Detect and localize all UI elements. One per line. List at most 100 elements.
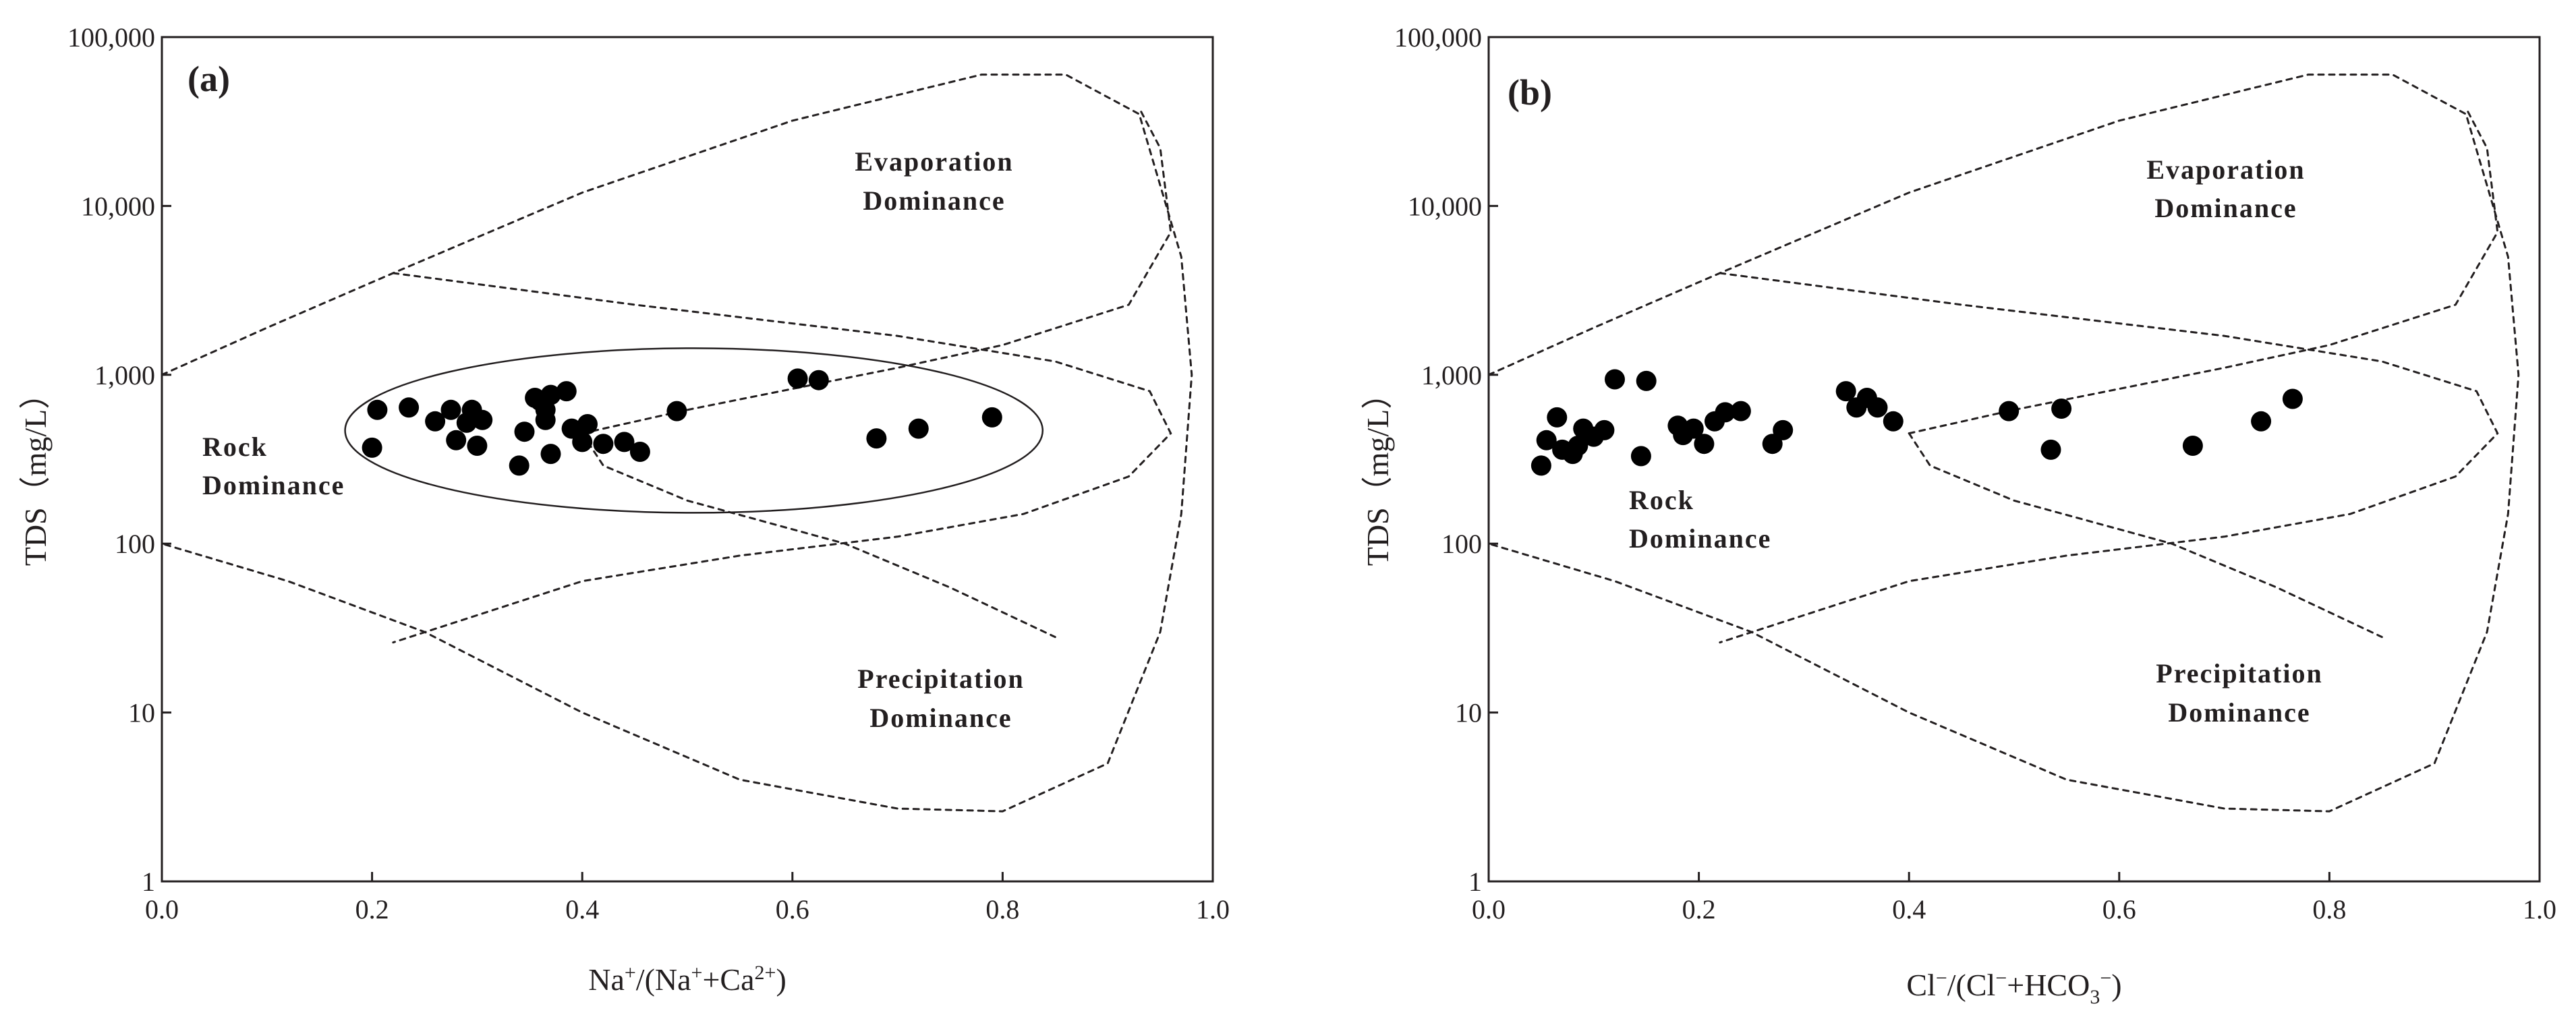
data-point (1530, 455, 1551, 476)
y-tick-label: 1,000 (94, 360, 155, 390)
data-point (1883, 411, 1904, 432)
rock-label-a: Rock (202, 432, 268, 462)
boundary-curve (581, 432, 1056, 639)
data-points-a (362, 368, 1002, 476)
rock-dominance-label-a: Dominance (202, 470, 345, 500)
data-point (1762, 434, 1783, 455)
data-point (866, 428, 887, 449)
y-tick-label: 1 (142, 867, 155, 897)
data-point (440, 399, 461, 420)
data-point (446, 430, 467, 450)
data-point (666, 401, 687, 421)
evaporation-dominance-label-b: Dominance (2154, 193, 2297, 223)
sample-cluster-ellipse (344, 347, 1044, 514)
y-axis-title-a: TDS（mg/L） (18, 378, 53, 566)
x-tick-label: 0.4 (565, 894, 599, 925)
x-tick-label: 1.0 (1196, 894, 1230, 925)
data-point (472, 409, 493, 430)
data-point (1568, 436, 1588, 456)
data-point (1547, 407, 1568, 428)
x-tick-label: 0.2 (355, 894, 389, 925)
evaporation-dominance-label-a: Dominance (863, 185, 1005, 216)
data-point (1636, 370, 1657, 391)
data-point (514, 421, 535, 442)
data-point (593, 434, 614, 455)
data-point (367, 399, 388, 420)
boundary-curves-a (161, 74, 1193, 813)
panel-label-a: (a) (188, 59, 230, 99)
data-point (467, 436, 488, 456)
precipitation-dominance-label-a: Dominance (869, 703, 1012, 733)
y-ticks-a: 1 10 100 1,000 10,000 100,000 (67, 22, 171, 897)
x-tick-label: 0.6 (776, 894, 809, 925)
x-ticks-a: 0.0 0.2 0.4 0.6 0.8 1.0 (145, 872, 1230, 925)
data-point (629, 442, 650, 462)
x-tick-label: 1.0 (2523, 894, 2556, 925)
data-point (540, 384, 561, 405)
y-tick-label: 10 (128, 698, 155, 728)
x-axis-title-b: Cl−/(Cl−+HCO3−) (1906, 967, 2121, 1008)
plot-frame-b (1487, 36, 2541, 883)
data-point (362, 437, 382, 458)
y-ticks-b: 1 10 100 1,000 10,000 100,000 (1394, 22, 1498, 897)
data-point (1773, 419, 1794, 440)
boundary-curve (1487, 74, 2520, 813)
precipitation-dominance-label-b: Dominance (2168, 697, 2310, 728)
y-tick-label: 100,000 (67, 22, 155, 53)
precipitation-label-b: Precipitation (2156, 658, 2322, 689)
y-tick-label: 100 (1441, 529, 1482, 559)
data-point (556, 381, 577, 402)
data-point (1694, 434, 1715, 455)
x-ticks-b: 0.0 0.2 0.4 0.6 0.8 1.0 (1472, 872, 2556, 925)
y-tick-label: 10,000 (81, 191, 155, 221)
data-point (981, 407, 1002, 428)
data-point (1536, 430, 1557, 450)
x-tick-label: 0.4 (1892, 894, 1926, 925)
x-tick-label: 0.6 (2102, 894, 2136, 925)
data-point (1999, 401, 2020, 421)
boundary-curve (1719, 272, 2499, 644)
data-points-b (1530, 369, 2303, 476)
boundary-curve (1908, 107, 2499, 435)
rock-label-b: Rock (1629, 485, 1694, 515)
data-point (399, 397, 420, 418)
boundary-curves-b (1487, 74, 2520, 813)
rock-dominance-label-b: Dominance (1629, 523, 1771, 554)
evaporation-label-b: Evaporation (2146, 154, 2305, 185)
x-axis-title-a: Na+/(Na++Ca2+) (588, 962, 786, 997)
x-tick-label: 0.8 (985, 894, 1019, 925)
data-point (1605, 369, 1625, 390)
panel-a: 1 10 100 1,000 10,000 100,000 0.0 0.2 0.4 0.6 0.8… (18, 22, 1230, 997)
boundary-curve (392, 272, 1172, 644)
panel-label-b: (b) (1508, 72, 1552, 113)
data-point (908, 418, 929, 439)
y-tick-label: 10,000 (1408, 191, 1482, 221)
data-point (1630, 446, 1651, 467)
data-point (425, 411, 446, 432)
data-point (1867, 397, 1888, 418)
data-point (540, 444, 561, 465)
y-tick-label: 100,000 (1394, 22, 1482, 53)
evaporation-label-a: Evaporation (855, 146, 1013, 177)
y-axis-title-b: TDS（mg/L） (1361, 378, 1395, 566)
data-point (1730, 401, 1751, 421)
y-tick-label: 1,000 (1421, 360, 1482, 390)
x-tick-label: 0.2 (1682, 894, 1716, 925)
plot-frame-a (161, 36, 1214, 883)
data-point (2182, 436, 2203, 456)
boundary-curve (161, 74, 1193, 813)
data-point (577, 414, 598, 434)
data-point (2051, 399, 2072, 419)
data-point (1683, 418, 1704, 439)
y-tick-label: 1 (1468, 867, 1482, 897)
data-point (1594, 419, 1615, 440)
data-point (2251, 411, 2272, 432)
boundary-curve (581, 107, 1172, 435)
data-point (2040, 439, 2061, 460)
data-point (808, 370, 829, 390)
panel-b: 1 10 100 1,000 10,000 100,000 0.0 0.2 0.4 0.6 0.8… (1361, 22, 2556, 1008)
boundary-curve (1908, 432, 2383, 639)
data-point (1715, 402, 1736, 423)
y-tick-label: 10 (1455, 698, 1482, 728)
